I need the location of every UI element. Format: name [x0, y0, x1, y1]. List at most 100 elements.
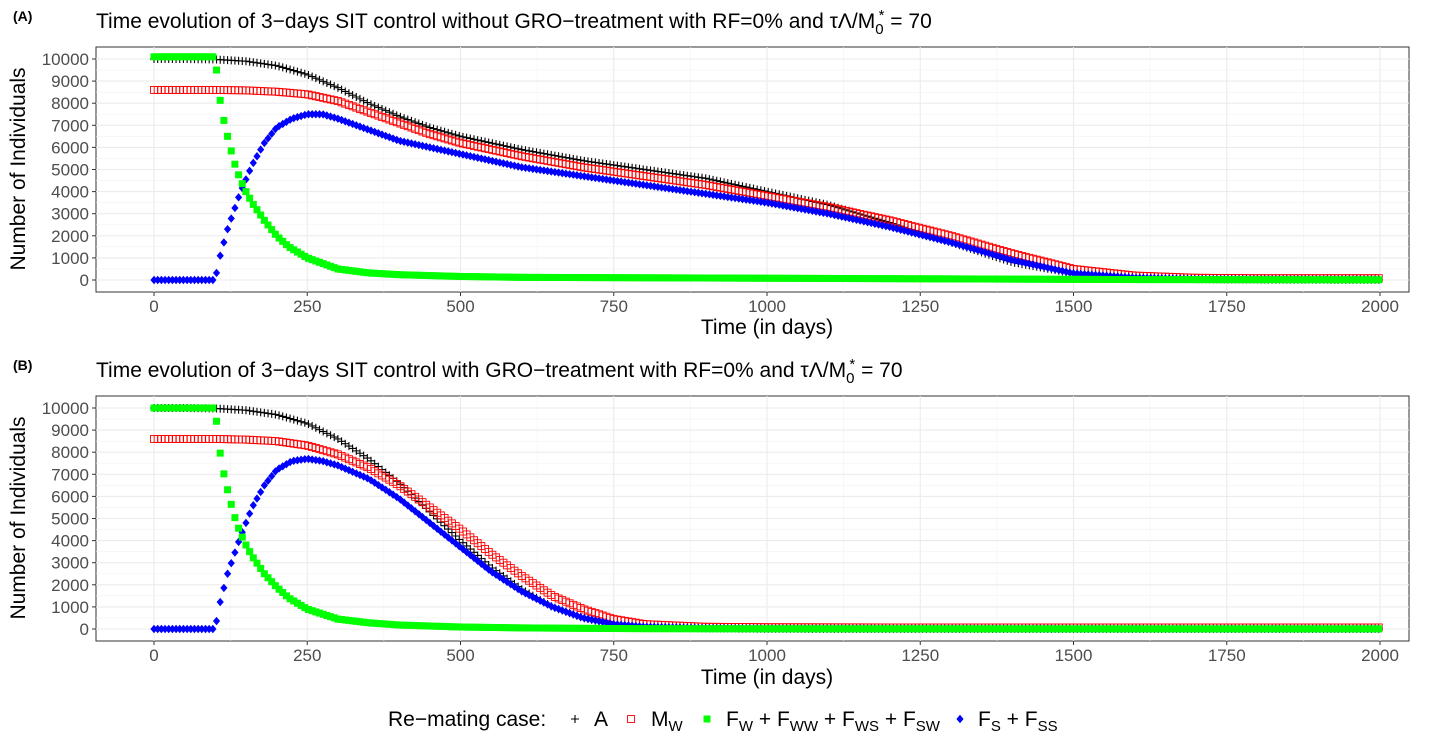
data-point	[385, 488, 393, 497]
data-point	[422, 622, 430, 630]
panel-a-x-axis-label: Time (in days)	[701, 316, 833, 339]
data-point	[536, 273, 544, 281]
data-point	[1077, 275, 1085, 283]
data-point	[996, 625, 1004, 633]
data-point	[547, 273, 555, 281]
data-point	[470, 273, 478, 281]
data-point	[311, 423, 320, 432]
data-point	[790, 274, 798, 282]
data-point	[312, 257, 320, 265]
data-point	[327, 262, 335, 270]
data-point	[437, 272, 445, 280]
data-point	[418, 622, 426, 630]
data-point	[510, 161, 519, 170]
data-point	[315, 75, 324, 84]
data-point	[558, 606, 566, 615]
data-point	[1000, 625, 1008, 633]
data-point	[812, 274, 820, 282]
data-point	[915, 625, 923, 633]
data-point	[1235, 276, 1243, 284]
data-point	[602, 175, 610, 184]
data-point	[463, 273, 471, 281]
data-point	[426, 272, 434, 280]
data-point	[533, 624, 541, 632]
data-point	[172, 404, 180, 412]
data-point	[422, 271, 430, 279]
data-point	[224, 132, 232, 140]
data-point	[205, 53, 213, 61]
data-point	[1117, 276, 1125, 284]
data-point	[1220, 625, 1228, 633]
data-point	[989, 625, 997, 633]
data-point	[393, 271, 401, 279]
data-point	[1250, 625, 1258, 633]
data-point	[713, 625, 721, 633]
data-point	[878, 625, 886, 633]
data-point	[374, 269, 382, 277]
panel-b-data-marks	[150, 404, 1383, 634]
data-point	[680, 274, 688, 282]
data-point	[1309, 276, 1317, 284]
data-point	[297, 601, 305, 609]
data-point	[687, 625, 695, 633]
data-point	[333, 83, 342, 92]
data-point	[749, 196, 758, 205]
data-point	[1312, 276, 1320, 284]
data-point	[282, 460, 291, 469]
data-point	[231, 514, 239, 522]
data-point	[841, 213, 850, 222]
data-point	[613, 274, 621, 282]
x-tick-label: 1250	[901, 646, 939, 665]
data-point	[838, 275, 846, 283]
data-point	[360, 618, 368, 626]
data-point	[838, 625, 846, 633]
panel-b-ticks: 0 250 500 750 1000 1250 1500 1750 2000 0 1000 2000 3…	[42, 399, 1399, 665]
data-point	[716, 191, 725, 201]
panel-b-title-math-sup: *	[849, 356, 855, 373]
data-point	[179, 53, 187, 61]
data-point	[437, 527, 445, 536]
data-point	[1264, 276, 1272, 284]
panel-a-data-marks	[150, 53, 1383, 285]
data-point	[1334, 625, 1342, 633]
data-point	[437, 145, 445, 154]
data-point	[908, 625, 916, 633]
data-point	[168, 53, 176, 61]
data-point	[926, 232, 934, 242]
data-point	[418, 512, 427, 522]
data-point	[356, 122, 364, 131]
data-point	[827, 274, 835, 282]
data-point	[455, 542, 463, 551]
data-point	[194, 275, 202, 285]
data-point	[577, 612, 585, 622]
panel-b-title-math-tail: = 70	[855, 359, 902, 382]
data-point	[1224, 625, 1232, 633]
panel-b-title-math: τΛ/M	[800, 359, 846, 382]
data-point	[216, 251, 224, 260]
data-point	[249, 554, 257, 562]
data-point	[595, 624, 603, 632]
data-point	[577, 274, 585, 282]
data-point	[1143, 625, 1151, 633]
data-point	[1103, 275, 1111, 283]
legend-subscript: S	[991, 718, 1001, 734]
data-point	[205, 404, 213, 412]
data-point	[573, 611, 581, 620]
data-point	[665, 184, 673, 193]
data-point	[955, 275, 963, 283]
data-point	[1073, 269, 1081, 278]
legend-symbol: F	[978, 708, 991, 731]
data-point	[393, 492, 401, 502]
data-point	[503, 624, 511, 632]
data-point	[628, 625, 636, 633]
data-point	[282, 413, 291, 422]
data-point	[1253, 276, 1261, 284]
data-point	[507, 160, 515, 170]
data-point	[875, 275, 883, 283]
data-point	[624, 625, 632, 633]
data-point	[385, 620, 393, 628]
data-point	[1084, 275, 1092, 283]
data-point	[805, 274, 813, 282]
data-point	[393, 621, 401, 629]
